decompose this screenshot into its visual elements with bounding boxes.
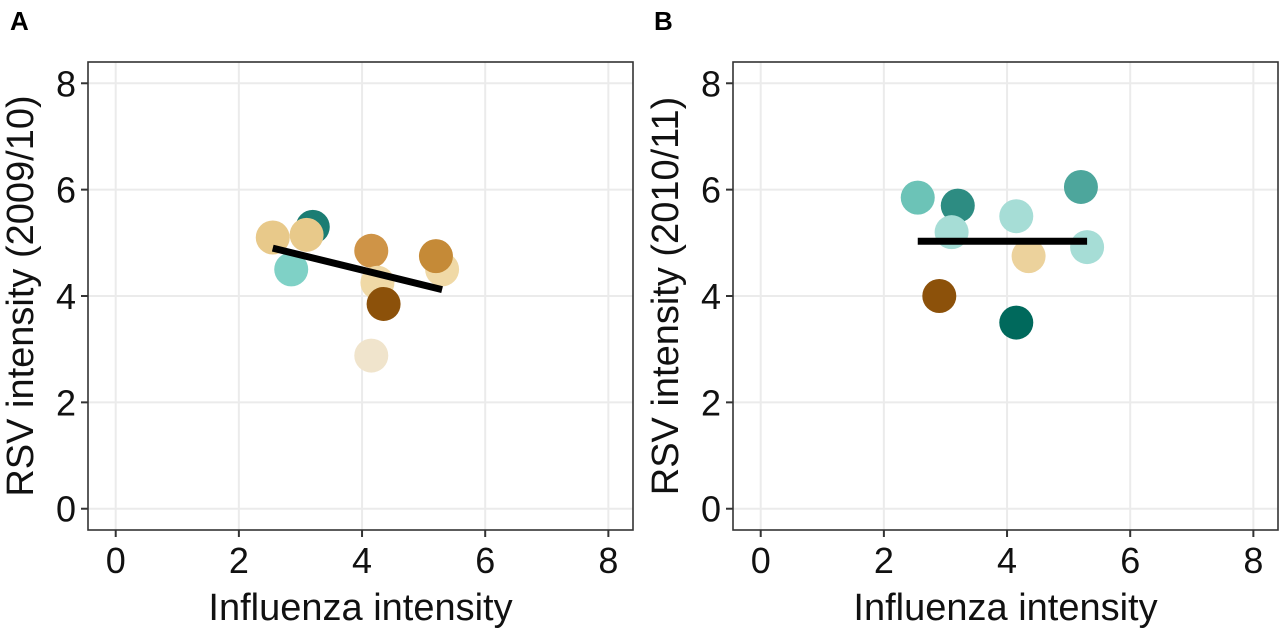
scatter-point bbox=[289, 217, 324, 252]
x-tick-label: 6 bbox=[475, 540, 495, 581]
x-axis-title: Influenza intensity bbox=[208, 587, 512, 629]
scatter-point bbox=[1063, 169, 1098, 204]
axes: 0 2 4 6 8 0 2 4 6 8 bbox=[56, 63, 618, 581]
axes: 0 2 4 6 8 0 2 4 6 8 bbox=[701, 63, 1263, 581]
x-axis-title: Influenza intensity bbox=[853, 587, 1157, 629]
x-tick-label: 4 bbox=[352, 540, 372, 581]
y-tick-label: 8 bbox=[56, 63, 76, 104]
trend-line bbox=[271, 244, 443, 294]
y-tick-label: 4 bbox=[701, 276, 721, 317]
panel-label: B bbox=[654, 6, 673, 36]
y-tick-label: 8 bbox=[701, 63, 721, 104]
x-tick-label: 8 bbox=[598, 540, 618, 581]
y-tick-label: 4 bbox=[56, 276, 76, 317]
scatter-point bbox=[999, 199, 1034, 234]
x-tick-label: 6 bbox=[1120, 540, 1140, 581]
y-tick-label: 6 bbox=[56, 170, 76, 211]
y-tick-label: 0 bbox=[56, 489, 76, 530]
marks bbox=[255, 209, 460, 373]
x-tick-label: 0 bbox=[106, 540, 126, 581]
y-tick-label: 2 bbox=[701, 382, 721, 423]
scatter-point bbox=[922, 279, 957, 313]
scatter-point bbox=[418, 239, 453, 274]
y-axis-title: RSV intensity (2009/10) bbox=[0, 95, 42, 496]
x-tick-label: 8 bbox=[1243, 540, 1263, 581]
grid bbox=[88, 62, 633, 530]
panel-a: A 0 2 4 6 8 0 2 4 6 8 Influenza intensity RSV int… bbox=[0, 6, 634, 629]
x-tick-label: 2 bbox=[874, 540, 894, 581]
panel-b: B 0 2 4 6 8 0 2 4 6 8 Influenza intensity RSV int… bbox=[645, 6, 1279, 629]
scatter-point bbox=[366, 286, 401, 321]
grid bbox=[733, 62, 1278, 530]
x-tick-label: 2 bbox=[229, 540, 249, 581]
scatter-point bbox=[354, 338, 389, 373]
y-tick-label: 0 bbox=[701, 489, 721, 530]
y-axis-title: RSV intensity (2010/11) bbox=[645, 97, 687, 496]
y-tick-label: 2 bbox=[56, 382, 76, 423]
x-tick-label: 0 bbox=[751, 540, 771, 581]
marks bbox=[900, 169, 1105, 340]
scatter-point bbox=[354, 233, 389, 268]
scatter-point bbox=[1011, 239, 1046, 274]
scatter-point bbox=[940, 188, 975, 223]
panel-label: A bbox=[10, 6, 29, 36]
scatter-point bbox=[1070, 230, 1105, 265]
scatter-point bbox=[900, 180, 935, 215]
scatter-point bbox=[255, 220, 290, 255]
scatter-point bbox=[274, 252, 309, 287]
x-tick-label: 4 bbox=[997, 540, 1017, 581]
y-tick-label: 6 bbox=[701, 170, 721, 211]
scatter-point bbox=[999, 305, 1034, 340]
